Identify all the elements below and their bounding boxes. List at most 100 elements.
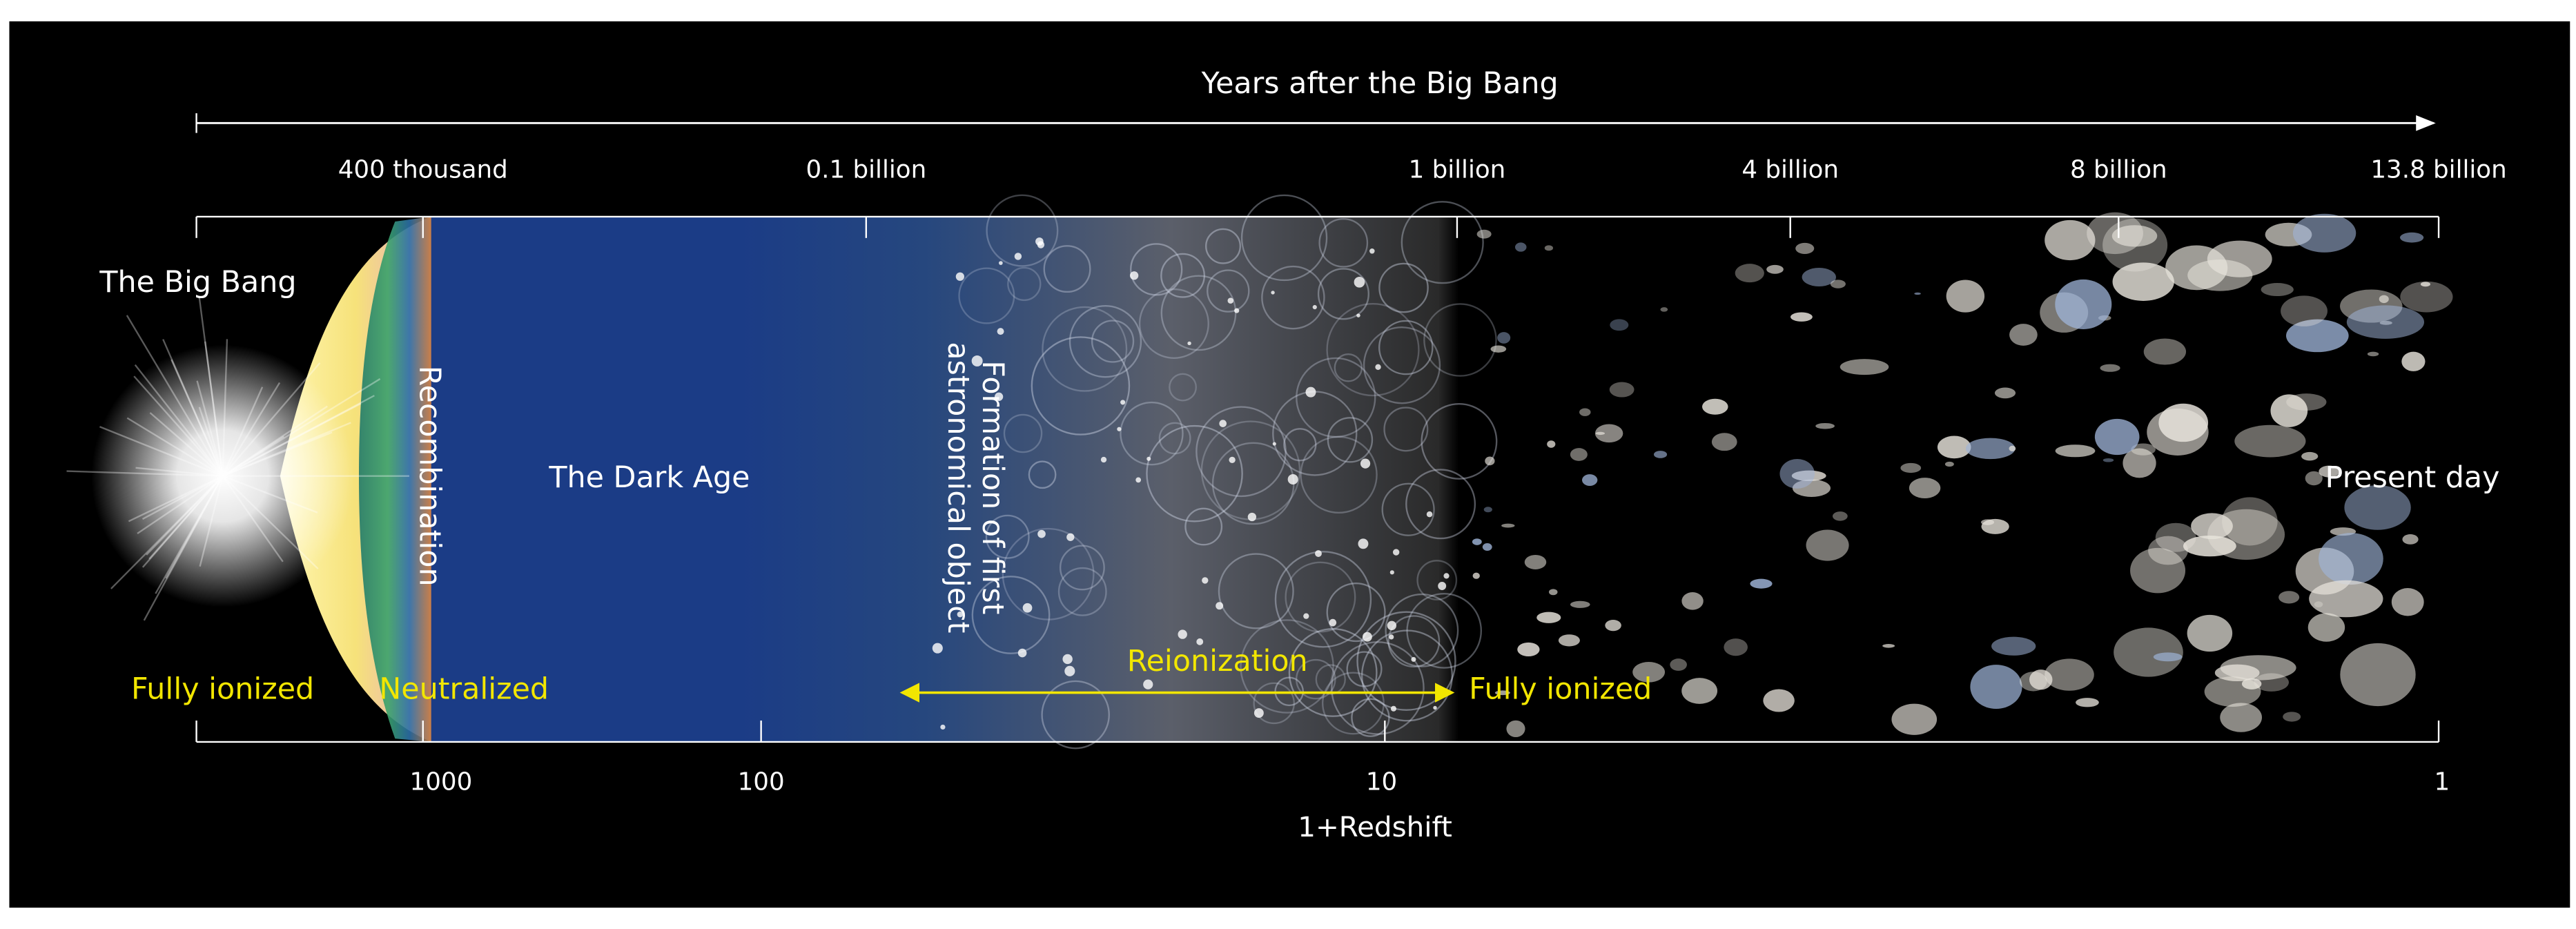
galaxy xyxy=(1485,456,1495,466)
bubble xyxy=(1196,406,1287,498)
bubble xyxy=(1169,373,1197,402)
galaxy xyxy=(2220,703,2263,732)
galaxy xyxy=(1702,398,1728,415)
galaxy xyxy=(1909,478,1941,498)
galaxy xyxy=(1653,451,1668,458)
star xyxy=(1253,708,1264,718)
star xyxy=(1303,613,1309,619)
bubble xyxy=(1160,275,1237,351)
galaxy xyxy=(2158,403,2209,442)
galaxy xyxy=(2400,232,2424,243)
galaxy xyxy=(2305,471,2323,486)
galaxy xyxy=(1490,345,1507,353)
galaxy xyxy=(1514,242,1527,252)
galaxy xyxy=(1609,382,1635,398)
star xyxy=(1356,313,1360,317)
bubble xyxy=(1041,680,1110,750)
bubble xyxy=(1059,545,1105,591)
galaxy xyxy=(1483,507,1492,513)
ray xyxy=(222,436,285,477)
ray xyxy=(222,422,351,477)
ray xyxy=(198,407,224,477)
bubble xyxy=(1406,593,1483,669)
ray xyxy=(222,395,375,477)
galaxy xyxy=(1790,312,1813,322)
star xyxy=(1037,529,1046,538)
bubble xyxy=(1261,265,1325,330)
bubble xyxy=(1405,469,1476,540)
ray xyxy=(126,417,224,477)
galaxy xyxy=(1632,661,1666,683)
galaxy xyxy=(1570,600,1590,608)
ray xyxy=(222,475,319,569)
galaxy xyxy=(1944,461,1954,467)
star xyxy=(1389,570,1394,575)
galaxy xyxy=(1840,359,1889,375)
galaxy xyxy=(1980,519,1995,525)
ray xyxy=(198,296,224,476)
ray xyxy=(137,475,224,534)
star xyxy=(1066,533,1075,541)
star xyxy=(1443,573,1450,579)
bubble xyxy=(1043,245,1091,293)
galaxy xyxy=(2045,658,2094,691)
top-tick-label: 400 thousand xyxy=(338,155,508,184)
bubble xyxy=(1356,611,1456,711)
galaxy xyxy=(2187,614,2233,652)
star xyxy=(957,611,964,618)
star xyxy=(940,724,946,730)
galaxy xyxy=(1558,634,1580,647)
bubble xyxy=(1387,615,1441,668)
star xyxy=(1234,308,1240,313)
light-rays xyxy=(66,296,409,621)
top-tick-label: 4 billion xyxy=(1741,155,1839,184)
galaxy xyxy=(2183,536,2236,557)
star xyxy=(1062,654,1073,665)
bottom-tick-label: 10 xyxy=(1366,767,1397,796)
star xyxy=(1100,456,1107,463)
galaxy xyxy=(2143,338,2187,365)
galaxy xyxy=(1766,264,1784,274)
star xyxy=(1247,512,1257,522)
ray xyxy=(143,476,224,621)
ray xyxy=(142,475,224,568)
star xyxy=(999,261,1003,265)
galaxy xyxy=(2279,591,2300,604)
galaxy xyxy=(2076,698,2099,707)
galaxy xyxy=(1605,620,1621,632)
star xyxy=(1017,648,1027,658)
bubble xyxy=(1327,417,1374,463)
star xyxy=(1392,549,1400,556)
galaxy xyxy=(1506,720,1525,738)
galaxy xyxy=(2344,485,2411,530)
bubble xyxy=(1184,507,1223,546)
galaxy xyxy=(2400,281,2453,313)
galaxy xyxy=(1482,542,1492,551)
galaxy xyxy=(1570,448,1588,461)
bubble xyxy=(1158,422,1191,455)
galaxy xyxy=(1476,229,1492,239)
galaxy xyxy=(2111,225,2158,247)
bubble xyxy=(1120,401,1184,466)
ticks xyxy=(195,216,2440,742)
galaxy xyxy=(2087,212,2143,255)
bubble xyxy=(1318,217,1369,268)
bubble xyxy=(1031,336,1131,436)
galaxy xyxy=(1750,578,1773,589)
star xyxy=(1129,271,1139,280)
ray xyxy=(148,475,224,560)
bubble xyxy=(1416,560,1458,600)
bubble xyxy=(1240,619,1334,714)
star xyxy=(994,392,1004,401)
galaxy xyxy=(2309,580,2383,618)
galaxy xyxy=(1544,245,1554,251)
galaxy xyxy=(1581,474,1598,486)
galaxy xyxy=(1994,387,2016,399)
galaxy xyxy=(1763,689,1795,712)
galaxy xyxy=(2094,418,2140,456)
galaxy xyxy=(2283,712,2301,722)
galaxy xyxy=(1735,264,1764,283)
star xyxy=(1390,705,1396,712)
galaxy xyxy=(2029,669,2053,690)
